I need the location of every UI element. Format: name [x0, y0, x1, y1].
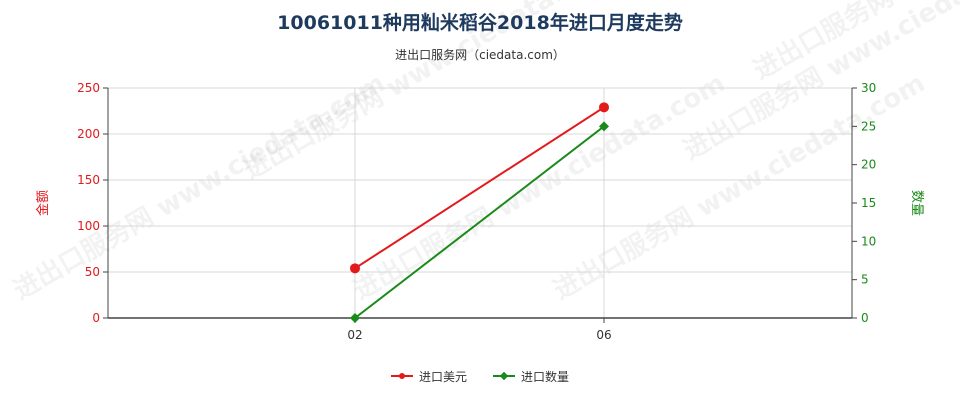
right-tick-label: 30	[861, 81, 876, 95]
legend-swatch-usd	[390, 373, 413, 379]
left-tick-label: 150	[77, 173, 100, 187]
right-tick-label: 5	[861, 273, 869, 287]
series-point-1	[599, 102, 609, 113]
chart-title: 10061011种用籼米稻谷2018年进口月度走势	[277, 12, 683, 34]
legend-swatch-qty	[493, 371, 515, 381]
right-tick-label: 25	[861, 119, 876, 133]
left-tick-label: 50	[85, 265, 100, 279]
series-line-1	[354, 106, 605, 270]
legend-item-usd[interactable]: 进口美元	[390, 368, 467, 385]
left-tick-label: 0	[92, 311, 100, 325]
left-tick-label: 100	[77, 219, 100, 233]
x-tick-label: 06	[596, 328, 611, 342]
right-tick-label: 0	[861, 311, 869, 325]
x-tick-label: 02	[347, 328, 362, 342]
left-tick-label: 250	[77, 81, 100, 95]
series-point-1	[350, 263, 360, 274]
legend: 进口美元 进口数量	[0, 366, 960, 386]
watermark-text: 进出口服务网 www.ciedata.com	[349, 68, 731, 306]
right-tick-label: 10	[861, 234, 876, 248]
series	[350, 102, 609, 323]
left-axis-title: 金额	[35, 190, 51, 216]
legend-label-qty: 进口数量	[521, 369, 570, 384]
axes: 0 50 100 150 200 250 0 5 10 15 20 25 30 02 06 金额 数量	[35, 81, 924, 342]
series-point-2	[350, 313, 360, 323]
chart-subtitle: 进出口服务网（ciedata.com）	[395, 48, 565, 62]
right-axis-title: 数量	[909, 190, 924, 216]
left-tick-label: 200	[77, 127, 100, 141]
series-line-2	[354, 125, 605, 319]
legend-label-usd: 进口美元	[418, 369, 467, 384]
right-tick-label: 15	[861, 196, 876, 210]
watermark-text: 进出口服务网 www.ciedata.com	[9, 68, 391, 306]
series-point-2	[599, 121, 609, 132]
right-tick-label: 20	[861, 158, 876, 172]
legend-item-qty[interactable]: 进口数量	[493, 368, 569, 385]
